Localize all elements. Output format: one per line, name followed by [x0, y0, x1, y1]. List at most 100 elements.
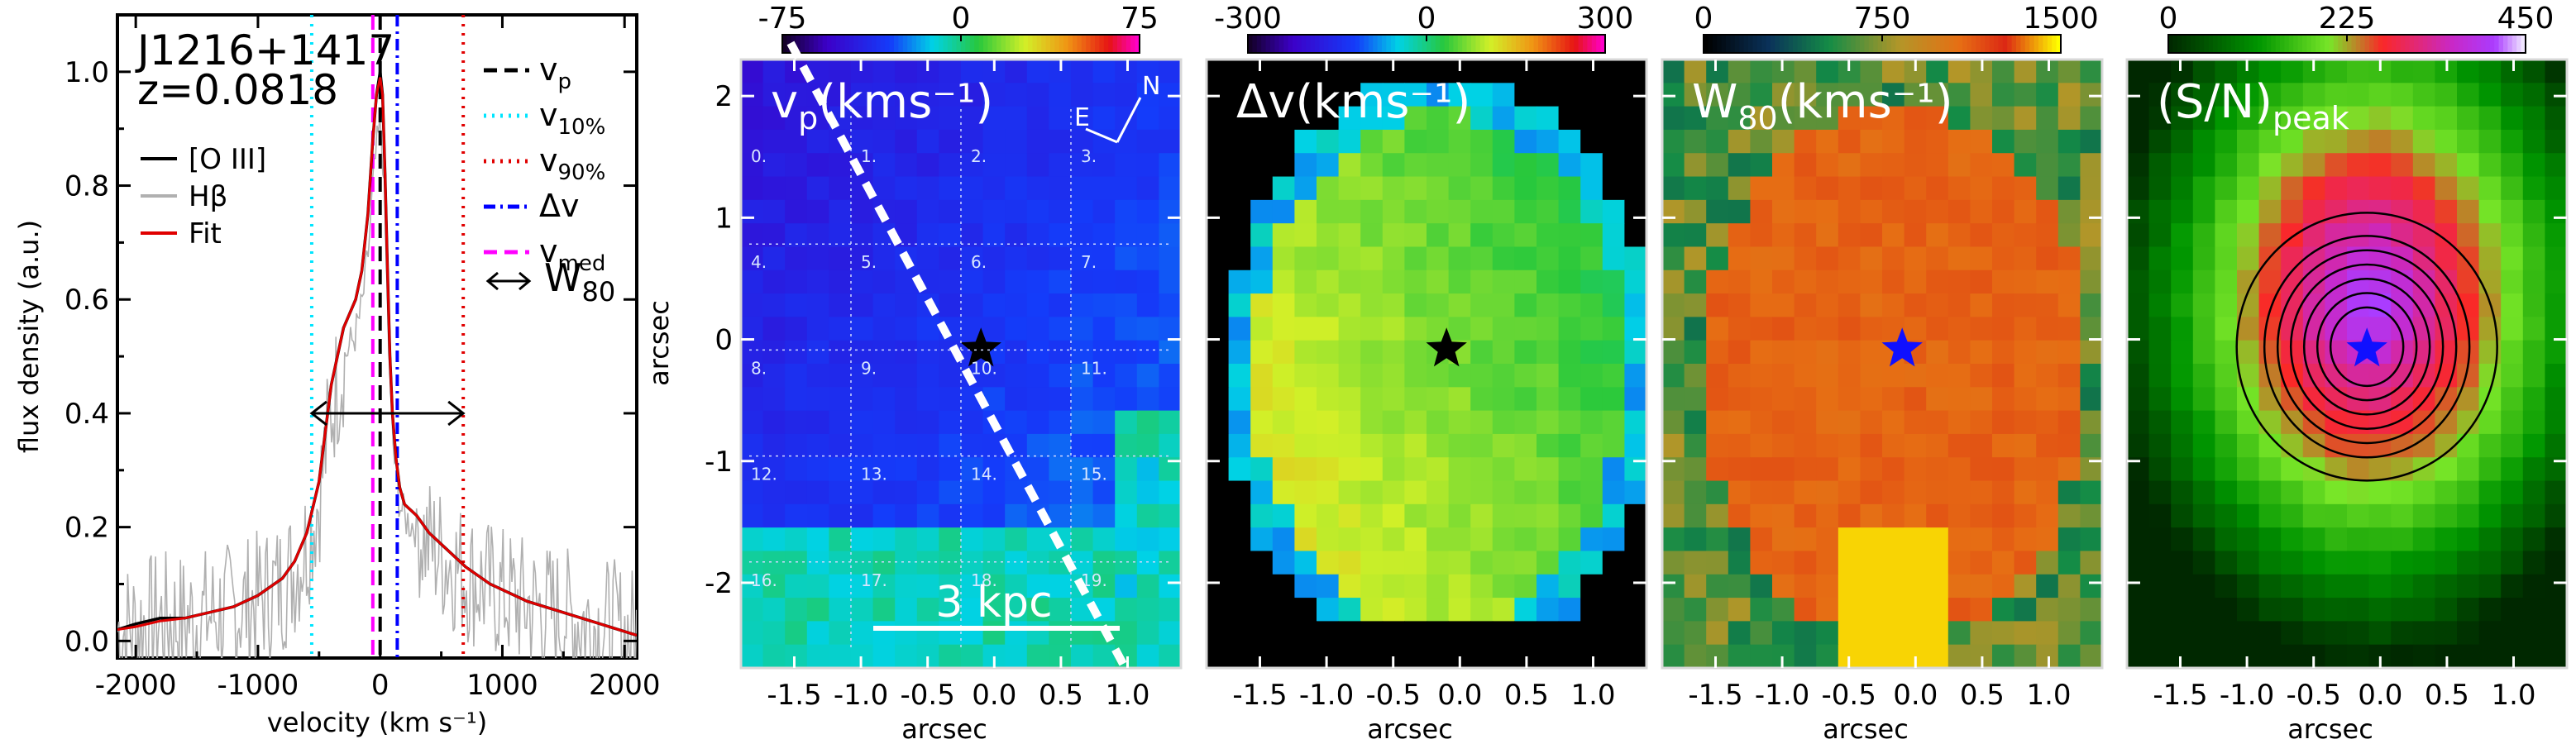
- map-pixel: [762, 598, 786, 622]
- map-pixel: [2478, 433, 2502, 458]
- map-pixel: [1558, 410, 1581, 435]
- grid-number: 2.: [971, 146, 987, 166]
- colorbar-segment: [1591, 35, 1597, 53]
- colorbar-segment: [1457, 35, 1463, 53]
- map-pixel: [872, 574, 896, 599]
- map-pixel: [1624, 223, 1647, 248]
- map-pixel: [1026, 364, 1049, 388]
- colorbar-segment: [1909, 35, 1914, 53]
- map-pixel: [806, 387, 829, 412]
- map-x-tick-label: -1.5: [767, 679, 821, 712]
- map-pixel: [982, 551, 1006, 575]
- map-pixel: [1624, 199, 1647, 224]
- map-pixel: [1558, 480, 1581, 505]
- map-pixel: [2148, 246, 2172, 271]
- map-pixel: [872, 410, 896, 435]
- map-pixel: [1470, 457, 1494, 482]
- map-pixel: [1992, 293, 2015, 317]
- colorbar-segment: [1538, 35, 1543, 53]
- map-pixel: [806, 106, 829, 131]
- map-pixel: [1838, 340, 1861, 365]
- map-pixel: [1537, 106, 1560, 131]
- colorbar-segment: [805, 35, 810, 53]
- map-pixel: [1492, 223, 1515, 248]
- map-pixel: [1492, 644, 1515, 669]
- map-pixel: [2014, 199, 2037, 224]
- map-pixel: [1904, 317, 1927, 341]
- map-pixel: [1317, 457, 1340, 482]
- map-pixel: [1662, 60, 1685, 83]
- map-pixel: [1728, 176, 1751, 201]
- map-x-tick-label: 0.0: [2358, 679, 2402, 712]
- map-pixel: [2325, 574, 2348, 599]
- grid-number: 15.: [1081, 465, 1107, 484]
- map-pixel: [1992, 410, 2015, 435]
- map-pixel: [1882, 60, 1905, 83]
- colorbar-segment: [1306, 35, 1312, 53]
- colorbar-segment: [1427, 35, 1431, 53]
- colorbar-segment: [1408, 35, 1414, 53]
- map-pixel: [895, 433, 918, 458]
- map-pixel: [1005, 574, 1028, 599]
- map-pixel: [2435, 293, 2458, 317]
- map-pixel: [1602, 83, 1625, 107]
- map-pixel: [1272, 644, 1295, 669]
- map-pixel: [1602, 480, 1625, 505]
- map-pixel: [2281, 551, 2304, 575]
- map-pixel: [2545, 410, 2568, 435]
- map-pixel: [1926, 551, 1949, 575]
- map-pixel: [982, 293, 1006, 317]
- map-pixel: [762, 129, 786, 154]
- map-pixel: [2457, 153, 2480, 178]
- map-pixel: [2036, 246, 2059, 271]
- map-pixel: [1294, 153, 1317, 178]
- colorbar-segment: [1422, 35, 1427, 53]
- legend-v10-main: v: [539, 97, 558, 133]
- map-pixel: [2457, 457, 2480, 482]
- map-pixel: [1026, 176, 1049, 201]
- colorbar-segment: [1833, 35, 1838, 53]
- map-pixel: [2368, 457, 2392, 482]
- map-pixel: [1706, 480, 1729, 505]
- map-pixel: [2057, 457, 2081, 482]
- colorbar-segment: [1390, 35, 1396, 53]
- map-pixel: [1728, 551, 1751, 575]
- map-pixel: [741, 621, 764, 646]
- map-pixel: [1684, 223, 1707, 248]
- map-pixel: [2435, 503, 2458, 528]
- colorbar-segment: [1328, 35, 1334, 53]
- map-pixel: [1750, 153, 1773, 178]
- map-pixel: [1360, 60, 1384, 83]
- map-pixel: [1360, 106, 1384, 131]
- colorbar-segment: [2440, 35, 2446, 53]
- map-pixel: [1882, 176, 1905, 201]
- map-pixel: [2501, 269, 2524, 294]
- map-pixel: [1860, 246, 1883, 271]
- colorbar-segment: [1708, 35, 1713, 53]
- map-pixel: [1882, 457, 1905, 482]
- map-pixel: [2171, 457, 2194, 482]
- map-pixel: [1882, 364, 1905, 388]
- colorbar-segment: [2311, 35, 2316, 53]
- map-pixel: [1558, 129, 1581, 154]
- map-pixel: [1228, 433, 1251, 458]
- spectrum-y-tick-label: 0.4: [65, 398, 109, 431]
- colorbar-segment: [2297, 35, 2303, 53]
- colorbar-segment: [983, 35, 988, 53]
- colorbar-segment: [2387, 35, 2392, 53]
- map-pixel: [1492, 317, 1515, 341]
- map-pixel: [1860, 410, 1883, 435]
- map-pixel: [2325, 129, 2348, 154]
- colorbar-segment: [2320, 35, 2325, 53]
- map-pixel: [1992, 644, 2015, 669]
- map-pixel: [1926, 527, 1949, 552]
- colorbar-segment: [978, 35, 984, 53]
- colorbar-segment: [2476, 35, 2482, 53]
- map-pixel: [1492, 387, 1515, 412]
- map-pixel: [1005, 106, 1028, 131]
- colorbar-segment: [2489, 35, 2495, 53]
- map-pixel: [762, 551, 786, 575]
- map-pixel: [2192, 129, 2215, 154]
- map-pixel: [2192, 269, 2215, 294]
- map-pixel: [1558, 83, 1581, 107]
